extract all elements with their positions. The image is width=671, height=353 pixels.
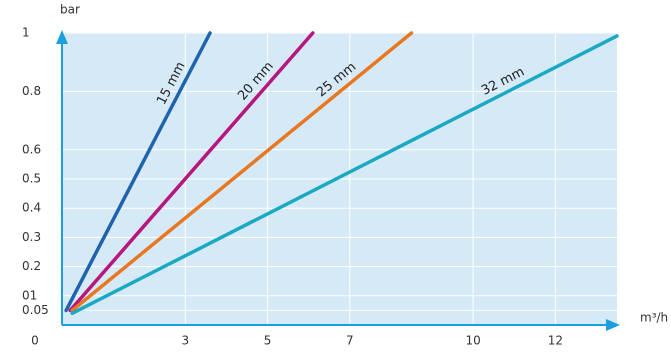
x-tick-label: 0 xyxy=(31,334,39,348)
series-line xyxy=(70,31,414,313)
x-tick-label: 3 xyxy=(182,334,190,348)
y-tick-label: 0.2 xyxy=(22,259,41,273)
y-tick-label: 0.8 xyxy=(22,84,41,98)
y-arrow xyxy=(56,30,68,44)
lines xyxy=(64,31,619,316)
y-tick-label: 1 xyxy=(22,26,30,40)
y-tick-label: 0.3 xyxy=(22,230,41,244)
y-tick-label: 01 xyxy=(22,288,37,302)
series-line xyxy=(68,31,315,313)
x-tick-label: 10 xyxy=(465,334,480,348)
y-tick-label: 0.05 xyxy=(22,303,49,317)
x-tick-label: 5 xyxy=(264,334,272,348)
y-tick-label: 0.4 xyxy=(22,201,41,215)
y-tick-label: 0.5 xyxy=(22,172,41,186)
x-arrow xyxy=(606,319,620,331)
series-line xyxy=(70,34,619,316)
x-tick-label: 12 xyxy=(548,334,563,348)
y-axis-label: bar xyxy=(60,3,80,17)
x-axis-label: m³/h xyxy=(640,311,668,325)
y-tick-label: 0.6 xyxy=(22,142,41,156)
x-tick-label: 7 xyxy=(346,334,354,348)
series-line xyxy=(64,31,212,313)
